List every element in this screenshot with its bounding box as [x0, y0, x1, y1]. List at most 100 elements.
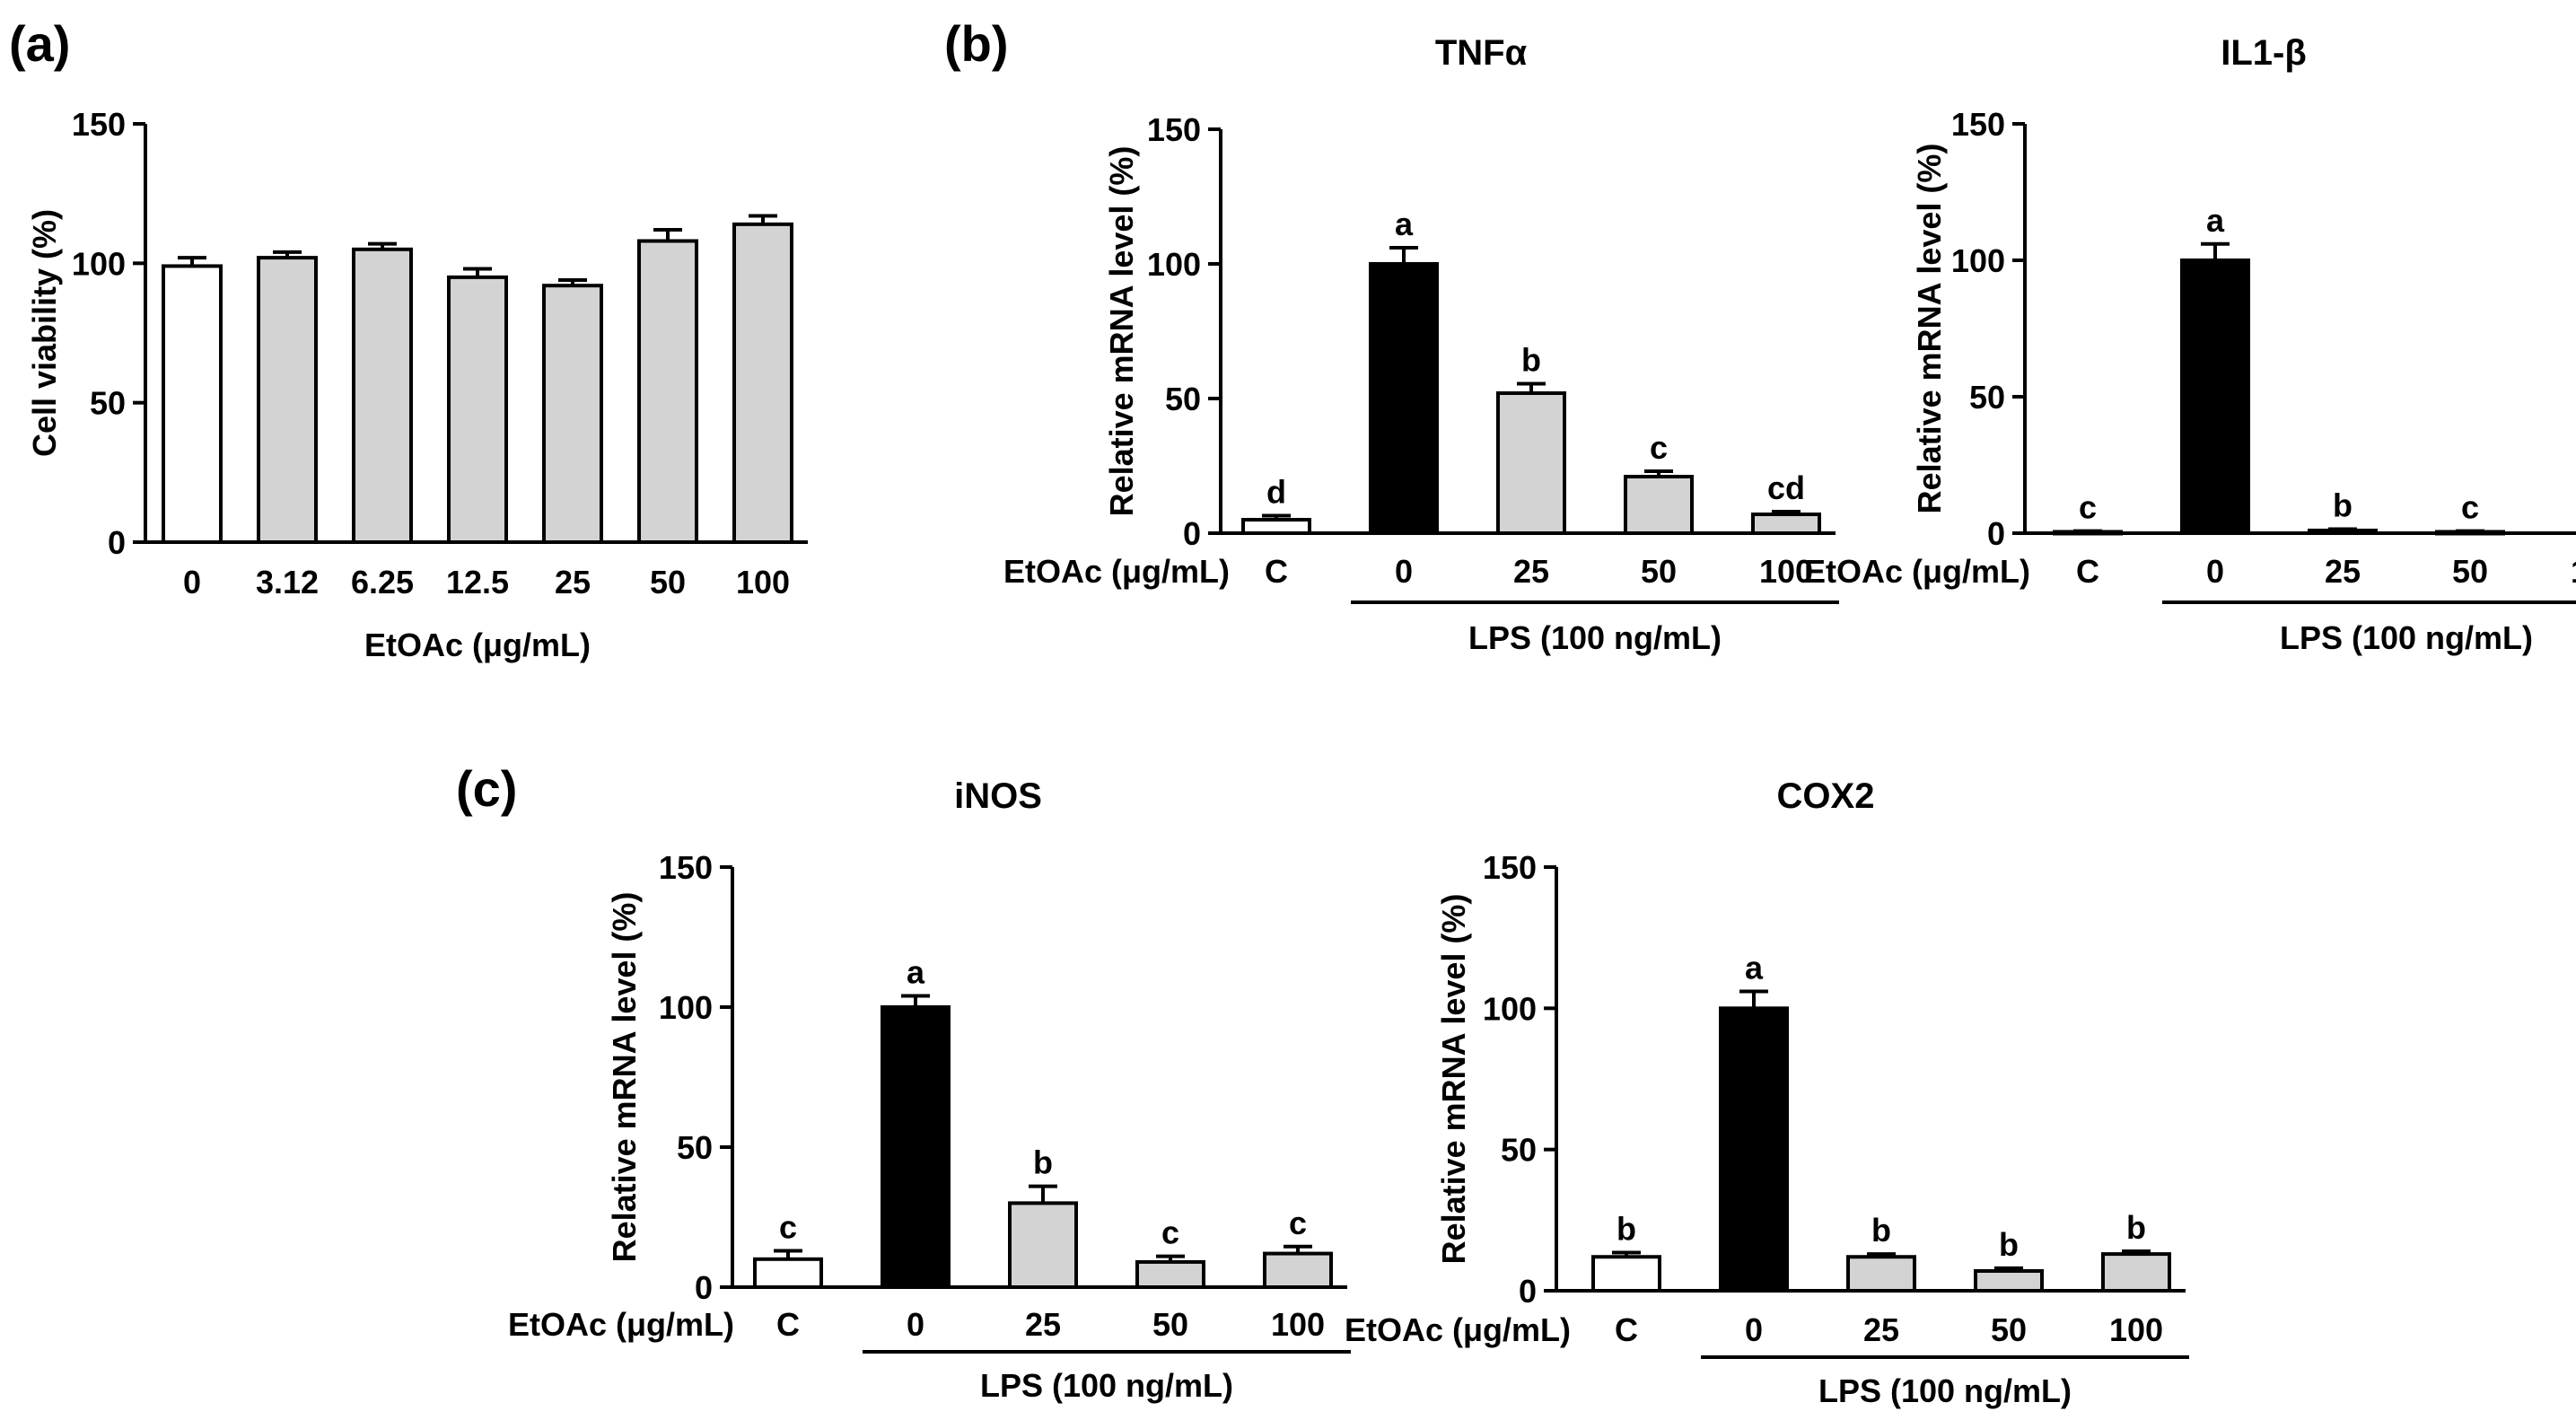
- y-axis-label: Relative mRNA level (%): [606, 892, 643, 1263]
- x-tick-label: 50: [1991, 1311, 2027, 1348]
- significance-letter: b: [1033, 1144, 1053, 1181]
- bar: [447, 275, 508, 544]
- x-tick-label: 25: [1513, 553, 1549, 590]
- y-tick-label: 100: [1483, 990, 1537, 1027]
- panel-label-c: (c): [456, 760, 517, 817]
- plots: 0 50 100 150 Cell viability (%) 0 3.12 6.25 12.5…: [26, 33, 2576, 1409]
- x-tick-label: 25: [2325, 553, 2361, 590]
- x-tick-label: 100: [2571, 553, 2576, 590]
- bar: [257, 256, 318, 544]
- x-row-label: EtOAc (μg/mL): [1345, 1311, 1571, 1348]
- x-tick-label: 50: [650, 564, 686, 600]
- x-row-label: EtOAc (μg/mL): [508, 1306, 734, 1343]
- bar: [1241, 518, 1311, 535]
- y-tick-label: 50: [1969, 379, 2005, 416]
- y-axis-label: Relative mRNA level (%): [1435, 894, 1472, 1265]
- x-axis-label: EtOAc (μg/mL): [364, 627, 591, 663]
- panel-label-b: (b): [944, 15, 1009, 72]
- bar: [1369, 262, 1439, 535]
- x-tick-label: 50: [1152, 1306, 1188, 1343]
- x-tick-label: 100: [1271, 1306, 1325, 1343]
- group-label: LPS (100 ng/mL): [1818, 1372, 2072, 1409]
- bar: [2101, 1252, 2171, 1293]
- significance-letter: b: [2333, 486, 2353, 523]
- x-tick-label: 25: [1863, 1311, 1899, 1348]
- bar: [1591, 1255, 1661, 1293]
- y-tick-label: 150: [72, 106, 126, 143]
- bar: [2180, 259, 2250, 535]
- x-tick-label: 0: [1395, 553, 1413, 590]
- x-tick-label: 3.12: [256, 564, 319, 600]
- y-tick-label: 150: [1951, 106, 2005, 143]
- bar: [1263, 1251, 1333, 1290]
- bar: [1496, 391, 1566, 535]
- x-tick-label: 50: [1641, 553, 1677, 590]
- significance-letter: b: [1999, 1226, 2019, 1263]
- significance-letter: a: [2206, 202, 2225, 239]
- bar: [1135, 1259, 1205, 1290]
- y-axis-label: Relative mRNA level (%): [1911, 144, 1948, 514]
- y-tick-label: 0: [1987, 515, 2005, 552]
- bar: [542, 284, 603, 544]
- y-tick-label: 0: [1519, 1273, 1537, 1310]
- y-tick-label: 50: [1501, 1132, 1537, 1169]
- x-tick-label: 0: [183, 564, 201, 600]
- x-row-label: EtOAc (μg/mL): [1804, 553, 2030, 590]
- x-tick-label: 25: [1025, 1306, 1061, 1343]
- y-tick-label: 150: [1483, 849, 1537, 886]
- significance-letter: c: [2461, 489, 2479, 526]
- chart-viability: 0 50 100 150 Cell viability (%) 0 3.12 6.25 12.5…: [26, 106, 808, 663]
- x-tick-label: C: [1615, 1311, 1638, 1348]
- x-tick-label: 12.5: [446, 564, 509, 600]
- significance-letter: b: [1617, 1211, 1636, 1248]
- y-tick-label: 0: [108, 524, 126, 561]
- bar: [732, 222, 793, 544]
- bar: [1008, 1201, 1078, 1290]
- chart-title: iNOS: [954, 776, 1042, 816]
- x-tick-label: 25: [555, 564, 591, 600]
- significance-letter: c: [1289, 1205, 1307, 1241]
- significance-letter: a: [907, 954, 925, 991]
- y-axis-label: Relative mRNA level (%): [1103, 146, 1140, 517]
- group-label: LPS (100 ng/mL): [1468, 619, 1722, 656]
- x-tick-label: 0: [1745, 1311, 1763, 1348]
- x-tick-label: 50: [2452, 553, 2488, 590]
- bar: [1846, 1255, 1916, 1293]
- y-tick-label: 100: [1147, 246, 1201, 283]
- chart-inos: iNOS 0 50 100 150 Relative mRNA level (%) Cc 0 a…: [508, 776, 1351, 1404]
- y-tick-label: 150: [1147, 111, 1201, 148]
- group-label: LPS (100 ng/mL): [2280, 619, 2533, 656]
- significance-letter: c: [779, 1208, 797, 1245]
- bar: [1974, 1268, 2044, 1293]
- y-tick-label: 100: [72, 245, 126, 282]
- significance-letter: c: [1650, 429, 1668, 466]
- significance-letter: cd: [1767, 469, 1805, 506]
- significance-letter: a: [1395, 206, 1414, 242]
- x-tick-label: 100: [1759, 553, 1813, 590]
- x-tick-label: C: [776, 1306, 800, 1343]
- significance-letter: b: [1521, 342, 1541, 379]
- significance-letter: b: [2126, 1209, 2146, 1246]
- y-tick-label: 150: [659, 849, 713, 886]
- bar: [637, 239, 698, 544]
- y-tick-label: 50: [677, 1129, 713, 1166]
- x-tick-label: 100: [2109, 1311, 2163, 1348]
- bar: [352, 247, 413, 544]
- significance-letter: c: [2079, 489, 2097, 526]
- x-tick-label: 0: [2206, 553, 2224, 590]
- bar: [753, 1257, 823, 1290]
- y-tick-label: 0: [695, 1269, 713, 1306]
- chart-title: COX2: [1777, 776, 1875, 816]
- significance-letter: a: [1745, 949, 1764, 986]
- x-tick-label: 0: [907, 1306, 924, 1343]
- y-tick-label: 100: [659, 989, 713, 1026]
- chart-title: TNFα: [1435, 33, 1528, 73]
- significance-letter: d: [1266, 474, 1286, 511]
- significance-letter: b: [1871, 1212, 1891, 1249]
- bar: [881, 1005, 951, 1289]
- bar: [1719, 1006, 1789, 1293]
- y-tick-label: 50: [1165, 381, 1201, 417]
- y-tick-label: 50: [90, 385, 126, 422]
